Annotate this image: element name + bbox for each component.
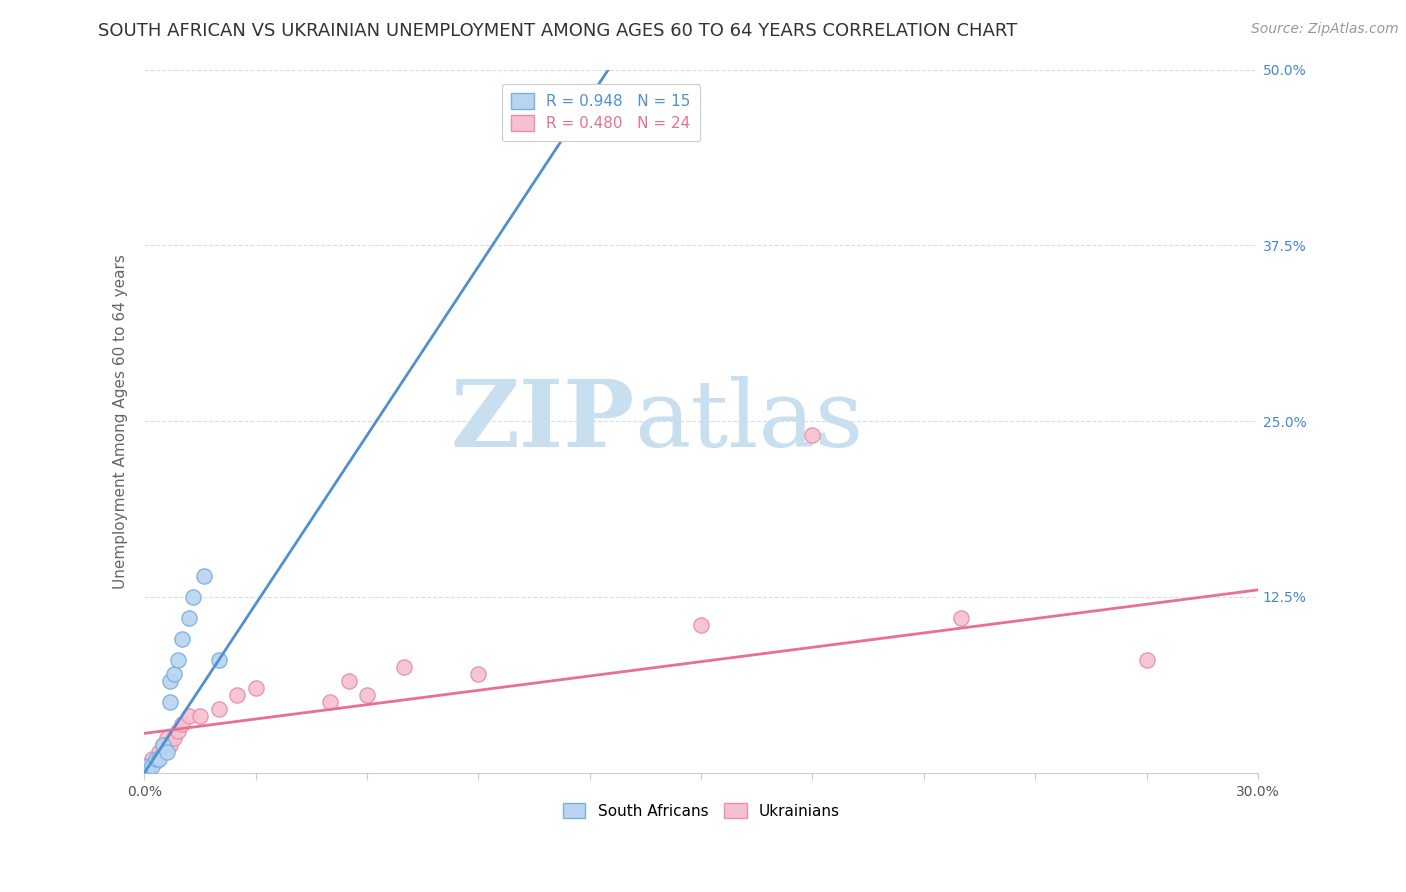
Point [337, 674, 360, 689]
Point [156, 745, 179, 759]
Point [159, 738, 181, 752]
Point [152, 738, 174, 752]
Text: atlas: atlas [634, 376, 863, 467]
Point [148, 745, 170, 759]
Point [136, 758, 159, 772]
Point [801, 428, 824, 442]
Text: ZIP: ZIP [450, 376, 634, 467]
Point [145, 752, 167, 766]
Point [245, 681, 267, 696]
Legend: South Africans, Ukrainians: South Africans, Ukrainians [557, 797, 846, 825]
Point [467, 667, 489, 681]
Point [949, 611, 972, 625]
Point [181, 590, 204, 604]
Point [152, 738, 174, 752]
Point [188, 709, 211, 723]
Point [141, 758, 163, 772]
Point [163, 731, 186, 745]
Text: Source: ZipAtlas.com: Source: ZipAtlas.com [1251, 22, 1399, 37]
Point [159, 674, 181, 689]
Point [177, 611, 200, 625]
Point [163, 667, 186, 681]
Point [207, 702, 229, 716]
Point [141, 752, 163, 766]
Point [177, 709, 200, 723]
Point [166, 653, 188, 667]
Point [166, 723, 188, 738]
Point [226, 689, 249, 703]
Point [1135, 653, 1157, 667]
Point [145, 755, 167, 769]
Point [392, 660, 415, 674]
Point [156, 731, 179, 745]
Text: SOUTH AFRICAN VS UKRAINIAN UNEMPLOYMENT AMONG AGES 60 TO 64 YEARS CORRELATION CH: SOUTH AFRICAN VS UKRAINIAN UNEMPLOYMENT … [98, 22, 1018, 40]
Point [690, 618, 713, 632]
Point [170, 632, 193, 647]
Y-axis label: Unemployment Among Ages 60 to 64 years: Unemployment Among Ages 60 to 64 years [114, 253, 128, 589]
Point [207, 653, 229, 667]
Point [159, 695, 181, 709]
Point [136, 758, 159, 772]
Point [356, 689, 378, 703]
Point [148, 752, 170, 766]
Point [319, 695, 342, 709]
Point [170, 716, 193, 731]
Point [193, 569, 215, 583]
